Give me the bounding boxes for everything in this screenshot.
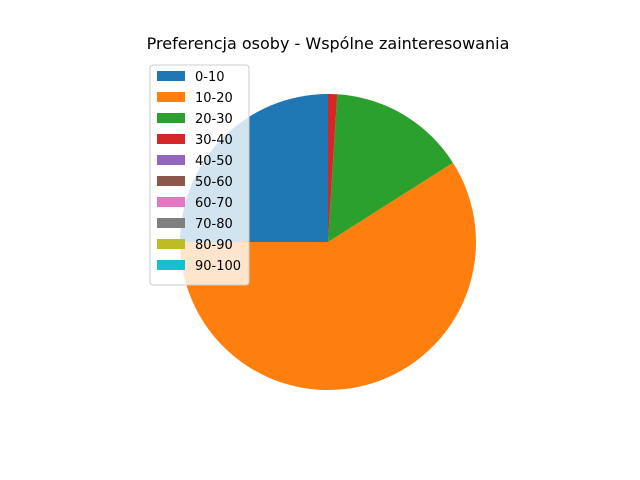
pie-slice-30-40 — [328, 93, 338, 242]
legend-swatch-90-100 — [157, 260, 185, 270]
legend-swatch-50-60 — [157, 176, 185, 186]
legend-swatch-80-90 — [157, 239, 185, 249]
pie-slice-20-30 — [328, 94, 453, 242]
legend-swatch-0-10 — [157, 71, 185, 81]
legend-label-0-10: 0-10 — [195, 70, 225, 85]
legend-label-80-90: 80-90 — [195, 238, 233, 253]
legend-label-70-80: 70-80 — [195, 217, 233, 232]
legend-label-60-70: 60-70 — [195, 196, 233, 211]
legend-label-40-50: 40-50 — [195, 154, 233, 169]
legend-swatch-70-80 — [157, 218, 185, 228]
legend-swatch-30-40 — [157, 134, 185, 144]
legend-swatch-40-50 — [157, 155, 185, 165]
legend-swatch-60-70 — [157, 197, 185, 207]
legend-label-10-20: 10-20 — [195, 91, 233, 106]
legend-swatch-10-20 — [157, 92, 185, 102]
legend-label-90-100: 90-100 — [195, 259, 241, 274]
legend-label-20-30: 20-30 — [195, 112, 233, 127]
pie-slice-10-20 — [180, 162, 476, 391]
legend-swatch-20-30 — [157, 113, 185, 123]
chart-legend: 0-10 10-20 20-30 30-40 40-50 50-60 60-70 70-80 8… — [149, 64, 250, 286]
chart-title: Preferencja osoby - Wspólne zainteresowa… — [147, 34, 510, 53]
legend-label-50-60: 50-60 — [195, 175, 233, 190]
legend-label-30-40: 30-40 — [195, 133, 233, 148]
